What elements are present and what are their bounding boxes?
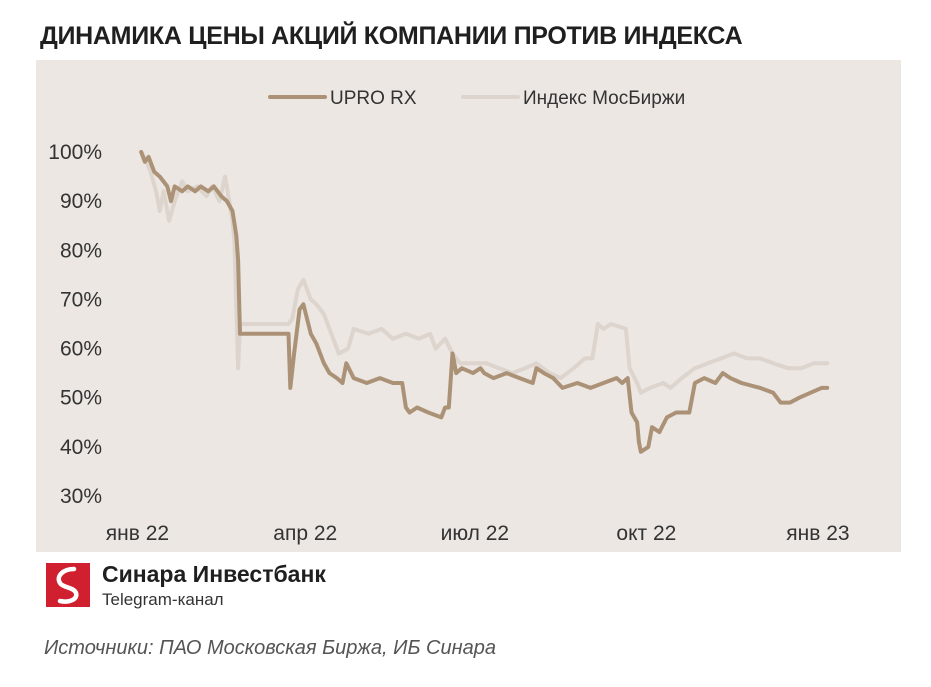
x-tick-label: июл 22 bbox=[441, 522, 509, 545]
plot-lines bbox=[139, 150, 830, 454]
y-tick-label: 70% bbox=[60, 288, 102, 311]
source-note: Источники: ПАО Московская Биржа, ИБ Сина… bbox=[44, 637, 496, 659]
brand-name: Синара Инвестбанк bbox=[102, 561, 326, 587]
y-tick-label: 40% bbox=[60, 436, 102, 459]
x-tick-label: окт 22 bbox=[616, 522, 676, 545]
series-line-moex-index bbox=[139, 150, 830, 395]
x-tick-label: апр 22 bbox=[273, 522, 337, 545]
legend-label: UPRO RX bbox=[330, 88, 417, 109]
y-tick-label: 30% bbox=[60, 485, 102, 508]
x-tick-label: янв 22 bbox=[106, 522, 169, 545]
series-line-upro bbox=[139, 150, 830, 454]
y-tick-label: 80% bbox=[60, 239, 102, 262]
chart-panel: UPRO RX Индекс МосБиржи 100% 90% 80% 70% 60% 5… bbox=[36, 60, 901, 552]
x-axis: янв 22 апр 22 июл 22 окт 22 янв 23 bbox=[106, 522, 850, 545]
chart-title: ДИНАМИКА ЦЕНЫ АКЦИЙ КОМПАНИИ ПРОТИВ ИНДЕ… bbox=[40, 22, 743, 50]
sinara-logo-icon bbox=[46, 563, 90, 607]
y-tick-label: 100% bbox=[48, 141, 102, 164]
y-tick-label: 60% bbox=[60, 338, 102, 361]
y-axis: 100% 90% 80% 70% 60% 50% 40% 30% bbox=[48, 141, 102, 508]
x-tick-label: янв 23 bbox=[786, 522, 849, 545]
line-chart: UPRO RX Индекс МосБиржи 100% 90% 80% 70% 60% 5… bbox=[48, 88, 850, 545]
y-tick-label: 90% bbox=[60, 190, 102, 213]
legend-label: Индекс МосБиржи bbox=[523, 88, 685, 109]
brand-subtitle: Telegram-канал bbox=[102, 590, 224, 609]
y-tick-label: 50% bbox=[60, 387, 102, 410]
legend: UPRO RX Индекс МосБиржи bbox=[268, 88, 685, 109]
